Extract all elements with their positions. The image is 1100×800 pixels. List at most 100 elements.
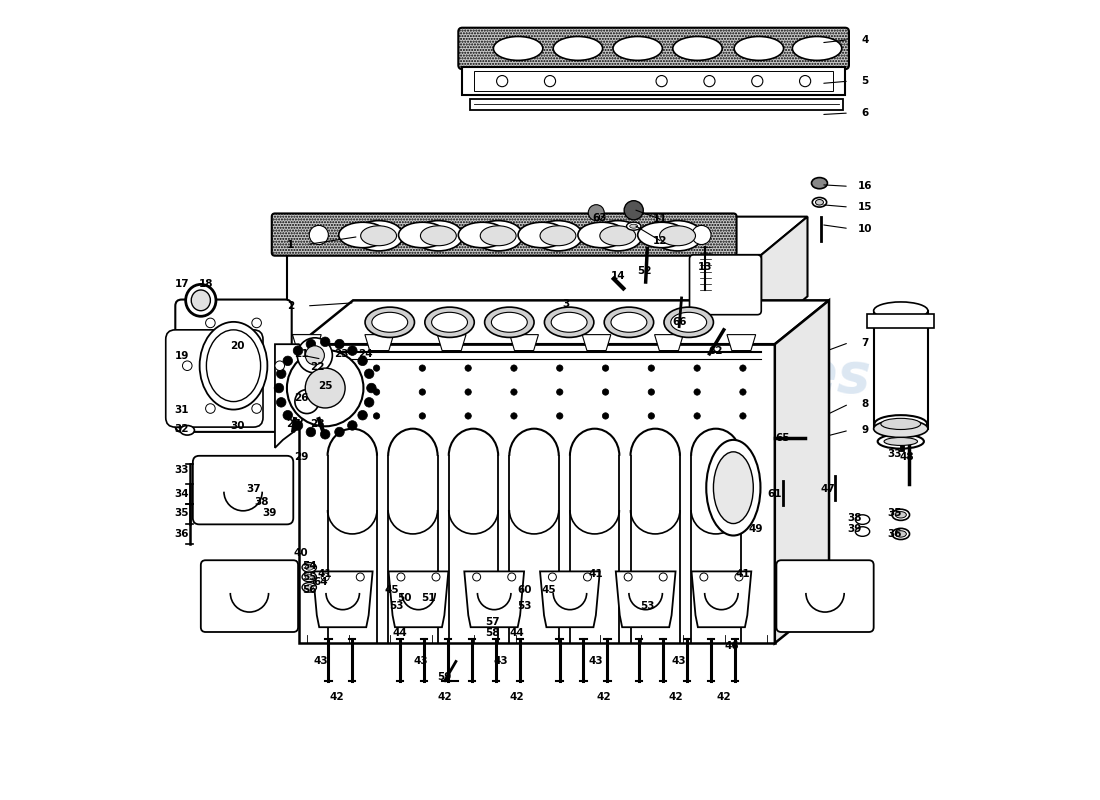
Polygon shape — [761, 217, 807, 334]
Text: 26: 26 — [294, 394, 308, 403]
Text: 55: 55 — [302, 572, 317, 582]
Circle shape — [694, 413, 701, 419]
Circle shape — [309, 226, 329, 245]
Text: 43: 43 — [493, 657, 508, 666]
Text: 37: 37 — [246, 484, 261, 494]
Ellipse shape — [553, 37, 603, 60]
Text: 39: 39 — [847, 524, 861, 534]
Text: 39: 39 — [262, 508, 276, 518]
Circle shape — [465, 389, 471, 395]
Text: 58: 58 — [485, 628, 499, 638]
Text: 42: 42 — [329, 691, 343, 702]
FancyBboxPatch shape — [192, 456, 294, 524]
Circle shape — [603, 365, 608, 371]
Circle shape — [557, 413, 563, 419]
Circle shape — [275, 361, 285, 370]
Circle shape — [624, 573, 632, 581]
Ellipse shape — [473, 221, 522, 251]
Ellipse shape — [459, 222, 506, 248]
Text: 31: 31 — [175, 405, 189, 414]
Polygon shape — [287, 217, 807, 255]
Text: 41: 41 — [588, 569, 604, 578]
Text: 6: 6 — [861, 108, 869, 118]
Ellipse shape — [673, 37, 723, 60]
Text: 47: 47 — [821, 484, 835, 494]
Ellipse shape — [884, 438, 917, 446]
Text: 45: 45 — [541, 585, 556, 594]
Ellipse shape — [856, 515, 870, 524]
Circle shape — [320, 430, 330, 439]
Polygon shape — [388, 571, 449, 627]
Ellipse shape — [578, 222, 626, 248]
Polygon shape — [312, 571, 373, 627]
Circle shape — [252, 318, 262, 328]
Circle shape — [328, 389, 334, 395]
Circle shape — [206, 404, 216, 414]
FancyBboxPatch shape — [690, 255, 761, 314]
Polygon shape — [293, 334, 321, 350]
Circle shape — [183, 361, 192, 370]
Text: 42: 42 — [509, 691, 524, 702]
Text: 40: 40 — [294, 548, 309, 558]
Text: 48: 48 — [900, 452, 914, 462]
Text: 43: 43 — [314, 657, 328, 666]
Ellipse shape — [610, 312, 647, 332]
Ellipse shape — [544, 307, 594, 338]
Circle shape — [510, 389, 517, 395]
Ellipse shape — [604, 307, 653, 338]
Ellipse shape — [425, 307, 474, 338]
Polygon shape — [275, 344, 307, 448]
Ellipse shape — [815, 199, 824, 205]
Circle shape — [373, 365, 380, 371]
Text: 66: 66 — [672, 317, 686, 327]
Text: 43: 43 — [672, 657, 686, 666]
Text: 60: 60 — [517, 585, 531, 594]
Polygon shape — [582, 334, 610, 350]
Ellipse shape — [191, 290, 210, 310]
Circle shape — [465, 413, 471, 419]
Text: 28: 28 — [310, 419, 324, 429]
Ellipse shape — [812, 178, 827, 189]
Text: 12: 12 — [652, 235, 668, 246]
Circle shape — [648, 365, 654, 371]
Text: 53: 53 — [389, 601, 404, 610]
Text: 54: 54 — [301, 561, 317, 571]
Bar — [462, 66, 845, 95]
Ellipse shape — [199, 322, 267, 410]
Circle shape — [419, 413, 426, 419]
Bar — [299, 344, 774, 643]
Ellipse shape — [856, 526, 870, 536]
Text: 46: 46 — [725, 641, 739, 650]
Bar — [471, 98, 844, 110]
Text: 23: 23 — [334, 349, 349, 358]
Circle shape — [306, 427, 316, 437]
Text: spares: spares — [661, 340, 872, 405]
Text: 45: 45 — [385, 585, 399, 594]
Polygon shape — [299, 300, 829, 344]
Polygon shape — [654, 334, 683, 350]
Circle shape — [373, 413, 380, 419]
Text: 42: 42 — [716, 691, 732, 702]
Text: 65: 65 — [776, 434, 790, 443]
Ellipse shape — [664, 307, 714, 338]
Circle shape — [700, 573, 708, 581]
Bar — [873, 310, 928, 429]
Circle shape — [419, 365, 426, 371]
Circle shape — [397, 573, 405, 581]
Ellipse shape — [306, 565, 313, 570]
Text: 38: 38 — [254, 497, 268, 507]
Circle shape — [328, 365, 334, 371]
Text: 22: 22 — [310, 362, 324, 371]
Circle shape — [348, 421, 358, 430]
Ellipse shape — [671, 312, 706, 332]
Text: 32: 32 — [175, 425, 189, 434]
Circle shape — [321, 573, 329, 581]
Ellipse shape — [613, 37, 662, 60]
Circle shape — [295, 390, 319, 414]
Ellipse shape — [600, 226, 636, 246]
Circle shape — [510, 365, 517, 371]
Circle shape — [294, 346, 302, 355]
Circle shape — [603, 413, 608, 419]
Ellipse shape — [873, 420, 928, 438]
Circle shape — [624, 201, 644, 220]
